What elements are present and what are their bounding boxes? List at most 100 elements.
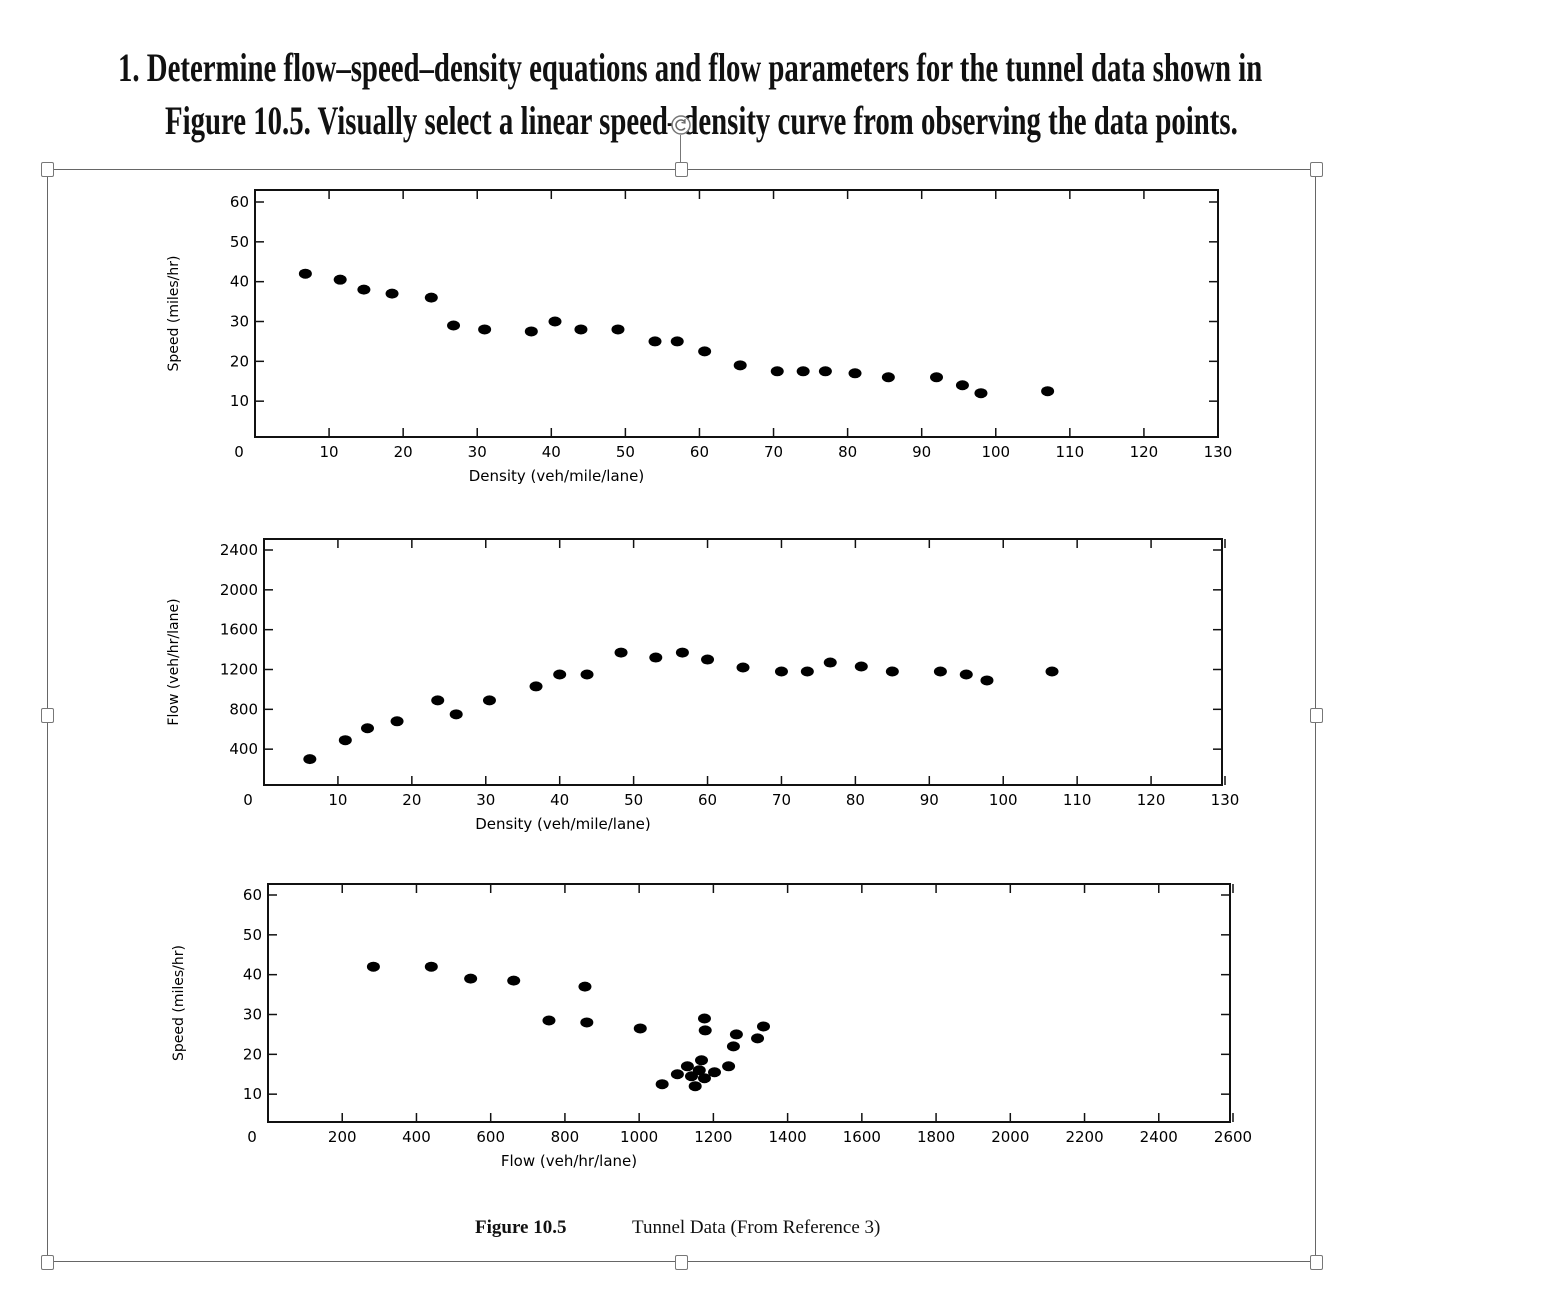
data-point bbox=[800, 666, 814, 677]
x-tick-label: 50 bbox=[624, 791, 643, 809]
data-point bbox=[697, 1073, 711, 1084]
data-point bbox=[482, 695, 496, 706]
x-tick-label: 1400 bbox=[769, 1128, 807, 1146]
data-point bbox=[507, 975, 521, 986]
resize-handle-s[interactable] bbox=[675, 1255, 688, 1270]
y-tick-label: 30 bbox=[230, 313, 249, 331]
data-point bbox=[684, 1071, 698, 1082]
y-tick-label: 400 bbox=[229, 740, 258, 758]
rotate-handle-stem bbox=[680, 135, 681, 164]
x-tick-label: 10 bbox=[320, 443, 339, 461]
data-point bbox=[424, 961, 438, 972]
x-tick-label: 60 bbox=[690, 443, 709, 461]
data-point bbox=[553, 669, 567, 680]
x-tick-label: 130 bbox=[1211, 791, 1240, 809]
rotate-handle-icon[interactable] bbox=[671, 115, 691, 135]
data-point bbox=[548, 316, 562, 327]
data-point bbox=[974, 388, 988, 399]
x-tick-label: 120 bbox=[1130, 443, 1159, 461]
data-point bbox=[574, 324, 588, 335]
x-tick-label: 600 bbox=[476, 1128, 505, 1146]
data-point bbox=[611, 324, 625, 335]
resize-handle-sw[interactable] bbox=[41, 1255, 54, 1270]
x-tick-label: 20 bbox=[394, 443, 413, 461]
x-tick-label: 10 bbox=[328, 791, 347, 809]
data-point bbox=[774, 666, 788, 677]
y-tick-label: 10 bbox=[230, 392, 249, 410]
x-tick-label: 0 bbox=[247, 1128, 257, 1146]
resize-handle-se[interactable] bbox=[1310, 1255, 1323, 1270]
chart-1: 0 10 20 30 40 50 60 70 80 90 100 110 120 130 10 20 30 40 5… bbox=[166, 189, 1232, 485]
x-tick-label: 800 bbox=[551, 1128, 580, 1146]
data-point bbox=[366, 961, 380, 972]
figure-caption: Tunnel Data (From Reference 3) bbox=[632, 1217, 881, 1238]
x-tick-label: 70 bbox=[772, 791, 791, 809]
resize-handle-n[interactable] bbox=[675, 162, 688, 177]
data-point bbox=[770, 366, 784, 377]
data-point bbox=[818, 366, 832, 377]
x-tick-label: 1600 bbox=[843, 1128, 881, 1146]
y-tick-label: 1200 bbox=[220, 661, 258, 679]
x-tick-label: 70 bbox=[764, 443, 783, 461]
x-axis-label: Flow (veh/hr/lane) bbox=[501, 1152, 637, 1170]
data-point bbox=[796, 366, 810, 377]
resize-handle-e[interactable] bbox=[1310, 708, 1323, 723]
x-tick-label: 20 bbox=[402, 791, 421, 809]
x-tick-label: 40 bbox=[550, 791, 569, 809]
data-point bbox=[580, 1017, 594, 1028]
data-point bbox=[980, 675, 994, 686]
data-point bbox=[697, 1013, 711, 1024]
resize-handle-ne[interactable] bbox=[1310, 162, 1323, 177]
x-tick-label: 1000 bbox=[620, 1128, 658, 1146]
chart-3: 0 200 400 600 800 1000 1200 1400 1600 1800 2000 220… bbox=[171, 883, 1252, 1170]
y-tick-label: 800 bbox=[229, 700, 258, 718]
y-tick-label: 1600 bbox=[220, 621, 258, 639]
data-point bbox=[854, 661, 868, 672]
y-tick-label: 40 bbox=[243, 966, 262, 984]
data-point bbox=[680, 1061, 694, 1072]
data-point bbox=[701, 654, 715, 665]
data-point bbox=[1045, 666, 1059, 677]
figure-number: Figure 10.5 bbox=[475, 1217, 567, 1238]
data-point bbox=[698, 1025, 712, 1036]
data-point bbox=[670, 336, 684, 347]
data-point bbox=[385, 288, 399, 299]
y-tick-label: 60 bbox=[243, 886, 262, 904]
data-point bbox=[390, 716, 404, 727]
y-axis-label: Speed (miles/hr) bbox=[166, 256, 182, 372]
x-axis-label: Density (veh/mile/lane) bbox=[469, 467, 645, 485]
data-point bbox=[529, 681, 543, 692]
y-tick-label: 60 bbox=[230, 193, 249, 211]
data-point bbox=[823, 657, 837, 668]
data-point bbox=[580, 669, 594, 680]
data-point bbox=[756, 1021, 770, 1032]
y-tick-label: 20 bbox=[230, 352, 249, 370]
x-tick-label: 2600 bbox=[1214, 1128, 1252, 1146]
data-point bbox=[524, 326, 538, 337]
y-tick-label: 50 bbox=[230, 233, 249, 251]
x-tick-label: 400 bbox=[402, 1128, 431, 1146]
data-point bbox=[729, 1029, 743, 1040]
x-axis-label: Density (veh/mile/lane) bbox=[475, 815, 651, 833]
resize-handle-w[interactable] bbox=[41, 708, 54, 723]
plot-frame bbox=[263, 538, 1223, 786]
data-point bbox=[431, 695, 445, 706]
data-point bbox=[614, 647, 628, 658]
x-tick-label: 0 bbox=[234, 443, 244, 461]
y-tick-label: 30 bbox=[243, 1006, 262, 1024]
y-axis-label: Speed (miles/hr) bbox=[171, 945, 187, 1061]
data-point bbox=[707, 1067, 721, 1078]
resize-handle-nw[interactable] bbox=[41, 162, 54, 177]
data-point bbox=[675, 647, 689, 658]
data-point bbox=[930, 372, 944, 383]
x-tick-label: 2200 bbox=[1065, 1128, 1103, 1146]
x-tick-label: 80 bbox=[838, 443, 857, 461]
chart-2: 0 10 20 30 40 50 60 70 80 90 100 110 120 130 400 800 120… bbox=[166, 538, 1240, 833]
plot-frame bbox=[267, 883, 1231, 1123]
data-point bbox=[464, 973, 478, 984]
data-point bbox=[449, 709, 463, 720]
data-point bbox=[333, 274, 347, 285]
data-point bbox=[578, 981, 592, 992]
x-tick-label: 90 bbox=[912, 443, 931, 461]
